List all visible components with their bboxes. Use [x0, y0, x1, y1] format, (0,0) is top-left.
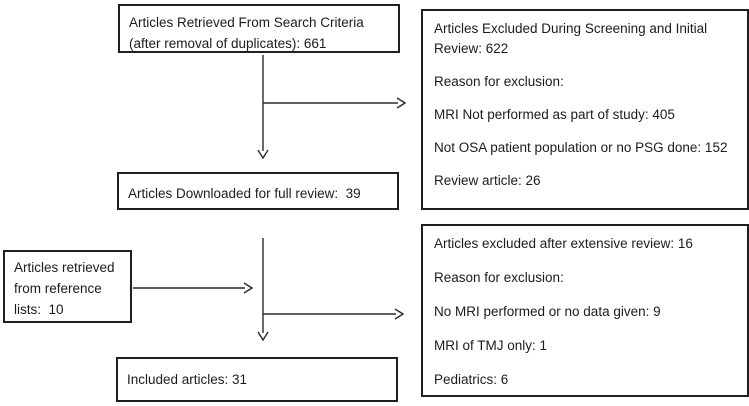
- box-included-articles: Included articles: 31: [116, 357, 398, 402]
- box-articles-retrieved-search: Articles Retrieved From Search Criteria …: [118, 4, 400, 53]
- box-text-line: (after removal of duplicates): 661: [129, 36, 327, 51]
- box-text-line: Articles Retrieved From Search Criteria: [129, 15, 364, 30]
- box-excluded-screening: Articles Excluded During Screening and I…: [421, 9, 749, 210]
- box-text-line: Reason for exclusion:: [434, 74, 564, 89]
- box-text-line: Articles excluded after extensive review…: [434, 236, 693, 251]
- box-text-line: MRI of TMJ only: 1: [434, 338, 548, 353]
- box-articles-downloaded: Articles Downloaded for full review: 39: [117, 172, 399, 210]
- box-text-line: Articles Downloaded for full review: 39: [128, 186, 361, 201]
- box-text-line: MRI Not performed as part of study: 405: [434, 107, 675, 122]
- box-text-line: lists: 10: [14, 302, 64, 317]
- box-text-line: from reference: [14, 281, 102, 296]
- box-text-line: Reason for exclusion:: [434, 270, 564, 285]
- box-text-line: Articles Excluded During Screening and I…: [434, 21, 711, 56]
- box-articles-from-reference-lists: Articles retrieved from reference lists:…: [3, 250, 132, 323]
- box-text-line: Pediatrics: 6: [434, 372, 509, 387]
- box-text-line: Not OSA patient population or no PSG don…: [434, 140, 728, 155]
- box-excluded-extensive-review: Articles excluded after extensive review…: [421, 224, 749, 397]
- box-text-line: Included articles: 31: [127, 372, 248, 387]
- box-text-line: Articles retrieved: [14, 260, 115, 275]
- box-text-line: No MRI performed or no data given: 9: [434, 304, 661, 319]
- box-text-line: Review article: 26: [434, 173, 541, 188]
